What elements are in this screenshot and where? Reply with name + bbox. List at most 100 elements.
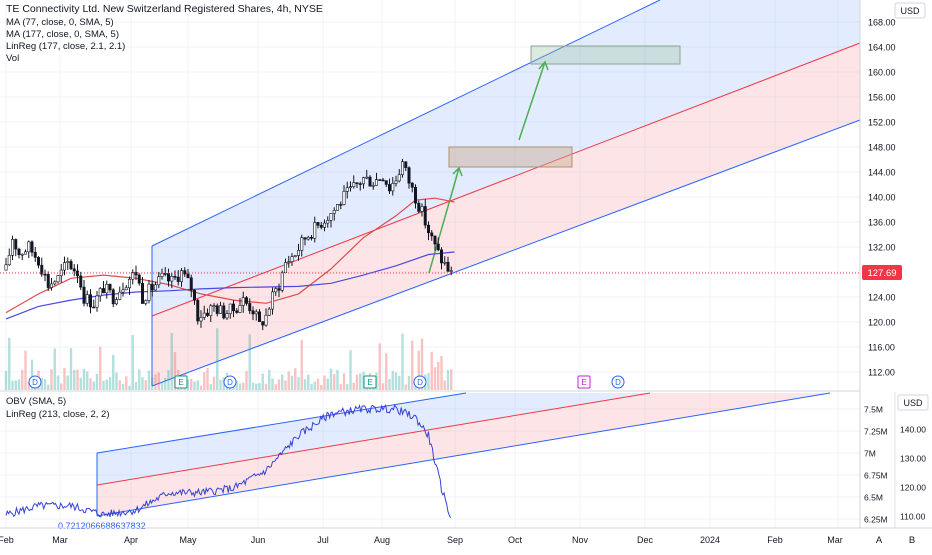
volume-bar	[235, 380, 238, 390]
candle-body	[400, 161, 404, 175]
volume-bar	[112, 354, 115, 390]
volume-bar	[199, 385, 203, 390]
obv-currency-button[interactable]	[897, 394, 929, 411]
candle-body	[446, 261, 450, 272]
volume-bar	[264, 383, 268, 390]
volume-bar	[346, 384, 349, 390]
dividend-marker	[28, 375, 42, 389]
volume-bar	[281, 374, 284, 390]
price-tick-label: 144.00	[868, 168, 896, 178]
volume-bar	[56, 375, 60, 390]
volume-bar	[170, 332, 173, 390]
price-tick-label: 160.00	[868, 68, 896, 78]
earnings-marker	[363, 375, 377, 389]
ma177-layer	[5, 251, 455, 320]
volume-bar	[407, 375, 411, 390]
obv-right-tick-label: 120.00	[900, 483, 926, 493]
candle-body	[206, 312, 210, 316]
volume-bar	[411, 340, 414, 390]
candle-body	[20, 253, 24, 256]
volume-bar	[138, 369, 141, 390]
candle-body	[144, 300, 148, 304]
volume-bar	[102, 380, 105, 390]
candle-body	[277, 288, 281, 291]
volume-bar	[209, 384, 212, 390]
volume-bar	[271, 378, 274, 390]
time-label: Jun	[251, 535, 266, 545]
channel-upper-line	[151, 0, 661, 247]
volume-bar	[17, 379, 21, 390]
candle-body	[449, 270, 453, 272]
legend-linreg[interactable]: LinReg (177, close, 2.1, 2.1)	[6, 41, 125, 52]
candle-body	[358, 183, 362, 185]
volume-bar	[398, 375, 401, 390]
volume-bar	[131, 335, 134, 390]
candle-body	[160, 273, 164, 277]
volume-bar	[320, 385, 323, 390]
volume-bar	[378, 343, 381, 390]
candle-body	[365, 176, 369, 179]
volume-bar	[313, 381, 316, 390]
candle-body	[85, 294, 89, 304]
candle-body	[209, 305, 213, 316]
candle-body	[261, 321, 265, 326]
volume-bar	[307, 374, 310, 390]
candle-body	[430, 232, 434, 237]
volume-bar	[433, 367, 437, 390]
candle-body	[33, 251, 37, 258]
candle-body	[257, 311, 261, 322]
candle-body	[212, 305, 216, 307]
volume-bar	[134, 381, 138, 390]
volume-bar	[385, 353, 388, 390]
channel-mid-line	[151, 42, 861, 317]
candle-body	[423, 206, 427, 226]
candle-body	[150, 283, 154, 291]
volume-bar	[186, 379, 190, 390]
volume-bar	[190, 378, 193, 390]
obv-linreg-legend[interactable]: LinReg (213, close, 2, 2)	[6, 409, 110, 420]
volume-bar	[8, 337, 11, 390]
currency-button[interactable]	[894, 2, 926, 19]
volume-bar	[108, 377, 112, 390]
volume-bar	[47, 384, 50, 390]
volume-bar	[99, 346, 102, 390]
candle-body	[404, 161, 408, 168]
volume-bar	[30, 359, 34, 390]
candle-body	[176, 276, 180, 282]
candle-body	[296, 250, 300, 256]
event-letter: E	[581, 378, 586, 387]
legend-volume[interactable]: Vol	[6, 53, 19, 64]
candle-body	[225, 313, 229, 319]
candle-body	[23, 251, 27, 255]
channel-lower-line	[151, 119, 861, 387]
auto-scale-button[interactable]: A	[876, 535, 883, 546]
candle-body	[183, 270, 187, 275]
volume-bar	[388, 378, 391, 390]
candle-body	[313, 222, 317, 239]
volume-bar	[339, 384, 342, 390]
legend-ma177[interactable]: MA (177, close, 0, SMA, 5)	[6, 29, 119, 40]
volume-bar	[4, 370, 8, 390]
log-scale-button[interactable]: B	[909, 535, 915, 546]
candle-body	[128, 278, 132, 289]
price-tick-label: 148.00	[868, 143, 896, 153]
candle-body	[417, 202, 421, 212]
obv-tick-label: 6.25M	[864, 515, 888, 525]
volume-bar	[40, 377, 43, 390]
candle-body	[131, 271, 135, 280]
time-label: Oct	[508, 535, 523, 545]
obv-legend[interactable]: OBV (SMA, 5)	[6, 396, 66, 407]
candle-body	[413, 186, 417, 204]
volume-bar	[427, 373, 430, 390]
target-box-1	[448, 146, 573, 168]
volume-bar	[216, 328, 219, 390]
candle-body	[56, 275, 60, 283]
candle-body	[89, 294, 93, 308]
volume-bar	[437, 361, 440, 390]
candle-body	[4, 264, 8, 271]
dividend-marker	[611, 375, 625, 389]
time-label: Mar	[52, 535, 68, 545]
legend-ma77[interactable]: MA (77, close, 0, SMA, 5)	[6, 17, 114, 28]
event-letter: D	[32, 378, 38, 387]
candle-body	[319, 224, 323, 228]
